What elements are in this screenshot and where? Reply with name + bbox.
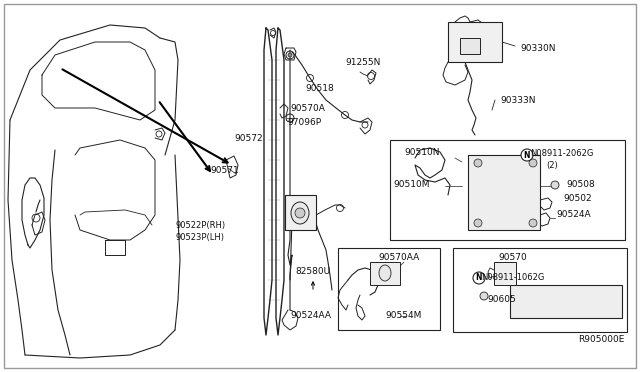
Circle shape bbox=[473, 272, 485, 284]
Bar bbox=[448, 22, 502, 62]
Text: N08911-2062G: N08911-2062G bbox=[530, 148, 593, 157]
Circle shape bbox=[529, 159, 537, 167]
Text: 90570AA: 90570AA bbox=[378, 253, 419, 263]
Text: 90571: 90571 bbox=[210, 166, 239, 174]
Text: N08911-1062G: N08911-1062G bbox=[481, 273, 545, 282]
Ellipse shape bbox=[379, 265, 391, 281]
Text: 90554M: 90554M bbox=[385, 311, 421, 321]
Bar bbox=[453, 248, 627, 332]
Circle shape bbox=[529, 219, 537, 227]
Text: 82580U: 82580U bbox=[295, 267, 330, 276]
Text: 90508: 90508 bbox=[566, 180, 595, 189]
Text: 90605: 90605 bbox=[487, 295, 516, 305]
Bar bbox=[468, 155, 540, 230]
Text: 90502: 90502 bbox=[563, 193, 591, 202]
Text: R905000E: R905000E bbox=[578, 336, 625, 344]
Bar bbox=[494, 262, 516, 285]
Circle shape bbox=[288, 53, 292, 57]
Text: N: N bbox=[476, 273, 483, 282]
Bar bbox=[390, 140, 625, 240]
Bar bbox=[370, 262, 400, 285]
Text: 90522P(RH): 90522P(RH) bbox=[175, 221, 225, 230]
Text: 90510N: 90510N bbox=[404, 148, 440, 157]
Text: 90524AA: 90524AA bbox=[290, 311, 331, 321]
Text: 90570A: 90570A bbox=[290, 103, 325, 112]
Bar bbox=[338, 248, 440, 330]
Text: 90524A: 90524A bbox=[556, 209, 591, 218]
Text: (2): (2) bbox=[546, 160, 557, 170]
Circle shape bbox=[474, 219, 482, 227]
Circle shape bbox=[480, 292, 488, 300]
Ellipse shape bbox=[291, 202, 309, 224]
Text: 90510M: 90510M bbox=[393, 180, 429, 189]
Text: N: N bbox=[524, 151, 531, 160]
Circle shape bbox=[474, 159, 482, 167]
Text: 90523P(LH): 90523P(LH) bbox=[175, 232, 224, 241]
Bar bbox=[510, 285, 622, 318]
Text: 91255N: 91255N bbox=[345, 58, 380, 67]
Bar bbox=[285, 195, 316, 230]
Text: 97096P: 97096P bbox=[287, 118, 321, 126]
Text: 90330N: 90330N bbox=[520, 44, 556, 52]
Text: 90333N: 90333N bbox=[500, 96, 536, 105]
Bar bbox=[460, 38, 480, 54]
Circle shape bbox=[521, 149, 533, 161]
Circle shape bbox=[295, 208, 305, 218]
Text: 90572: 90572 bbox=[234, 134, 262, 142]
Text: 90570: 90570 bbox=[498, 253, 527, 263]
Circle shape bbox=[551, 181, 559, 189]
Text: 90518: 90518 bbox=[305, 83, 333, 93]
